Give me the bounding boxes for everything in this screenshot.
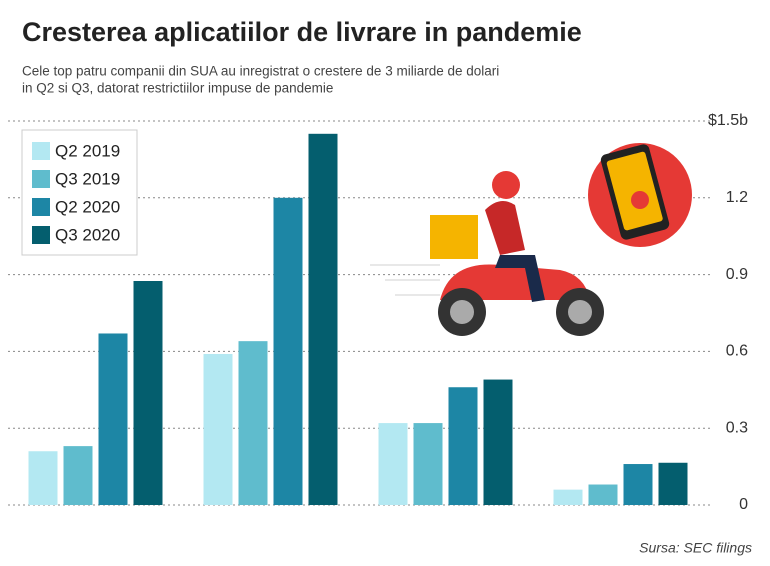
illustration — [370, 143, 692, 336]
bar — [98, 333, 128, 505]
legend-label: Q2 2020 — [55, 197, 120, 216]
bar — [63, 446, 93, 505]
bar — [308, 133, 338, 506]
source: Sursa: SEC filings — [639, 540, 752, 556]
bar — [623, 464, 653, 505]
y-tick-label: 0.3 — [726, 419, 748, 436]
bar — [658, 462, 688, 505]
bar — [413, 423, 443, 505]
subtitle: in Q2 si Q3, datorat restrictiilor impus… — [22, 81, 333, 96]
legend-label: Q3 2019 — [55, 169, 120, 188]
legend: Q2 2019 Q3 2019 Q2 2020 Q3 2020 — [21, 129, 138, 256]
bar — [378, 423, 408, 505]
legend-swatch — [32, 226, 50, 244]
bar — [28, 451, 58, 505]
y-tick-label: 0.9 — [726, 266, 748, 283]
y-tick-label: 1.2 — [726, 189, 748, 206]
legend-label: Q3 2020 — [55, 225, 120, 244]
bar — [448, 387, 478, 505]
bar — [203, 353, 233, 505]
legend-label: Q2 2019 — [55, 141, 120, 160]
chart-title: Cresterea aplicatiilor de livrare in pan… — [22, 17, 582, 47]
subtitle: Cele top patru companii din SUA au inreg… — [22, 64, 499, 79]
bar — [238, 341, 268, 505]
bar — [553, 489, 583, 505]
bar — [133, 281, 163, 505]
legend-swatch — [32, 142, 50, 160]
legend-swatch — [32, 198, 50, 216]
y-tick-label: 0.6 — [726, 343, 748, 360]
plot: 0 0.3 0.6 0.9 1.2 $1.5b — [8, 112, 748, 513]
bar — [483, 379, 513, 505]
bar — [273, 197, 303, 506]
legend-swatch — [32, 170, 50, 188]
y-tick-label: 0 — [739, 496, 748, 513]
bar — [588, 484, 618, 505]
y-tick-label: $1.5b — [708, 112, 748, 129]
